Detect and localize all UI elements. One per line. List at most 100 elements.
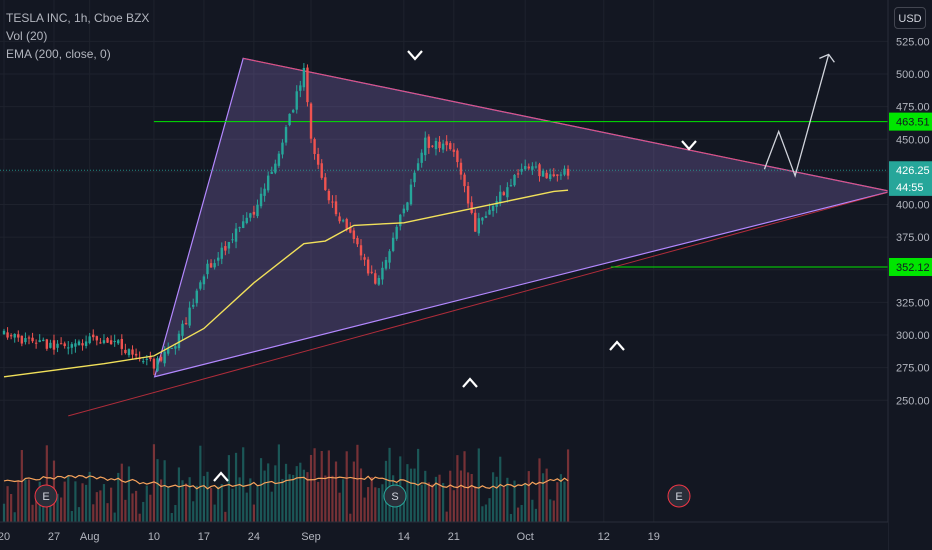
volume-bar	[302, 469, 305, 522]
ema-200-line	[3, 189, 569, 378]
volume-bar	[138, 513, 141, 522]
volume-bar	[270, 491, 273, 522]
volume-bar	[509, 513, 513, 522]
volume-bar	[263, 470, 266, 522]
volume-bar	[267, 463, 270, 522]
candle-body	[52, 340, 56, 350]
volume-bar	[24, 479, 27, 522]
volume-bar	[2, 503, 6, 522]
candle-body	[466, 186, 470, 204]
volume-bar	[35, 495, 38, 522]
currency-button[interactable]: USD	[894, 7, 926, 29]
event-marker-label: S	[391, 491, 398, 503]
candle-body	[427, 136, 431, 148]
volume-bar	[131, 493, 134, 522]
candle-body	[324, 177, 327, 190]
volume-bar	[242, 447, 245, 522]
volume-bar	[288, 474, 291, 522]
candle-body	[95, 336, 99, 341]
volume-bar	[427, 482, 430, 522]
swing-low-marker	[609, 340, 625, 351]
candle-body	[541, 170, 545, 177]
ema-indicator-label[interactable]: EMA (200, close, 0)	[6, 47, 111, 61]
volume-bar	[445, 511, 448, 522]
volume-bar	[452, 490, 455, 522]
candle-body	[438, 141, 441, 149]
candle-body	[9, 335, 13, 337]
price-tick-label: 300.00	[896, 330, 930, 342]
candle-body	[299, 85, 302, 91]
volume-bar	[113, 512, 116, 522]
candle-body	[195, 290, 198, 304]
volume-bar	[470, 473, 473, 522]
volume-bar	[345, 451, 348, 522]
candle-body	[156, 358, 159, 371]
symbol-title[interactable]: TESLA INC, 1h, Cboe BZX	[6, 11, 150, 25]
volume-bar	[456, 455, 459, 522]
candle-body	[291, 110, 295, 113]
volume-bar	[309, 454, 313, 522]
volume-bar	[42, 493, 45, 522]
candle-body	[20, 335, 24, 344]
candle-body	[167, 348, 170, 354]
volume-bar	[381, 484, 384, 522]
candle-body	[177, 333, 181, 349]
candle-body	[277, 153, 281, 166]
volume-bar	[349, 513, 352, 522]
price-tick-label: 400.00	[896, 200, 930, 212]
price-tick-label: 325.00	[896, 297, 930, 309]
candle-body	[163, 351, 166, 364]
price-label-box	[889, 161, 932, 180]
candle-body	[131, 349, 134, 355]
volume-bar	[388, 447, 391, 522]
volume-bar	[127, 466, 131, 522]
volume-bar	[106, 503, 109, 522]
candle-body	[470, 202, 473, 213]
time-tick-label: 20	[0, 531, 10, 543]
candle-body	[338, 216, 341, 222]
candle-body	[445, 141, 448, 146]
candle-body	[295, 91, 298, 110]
candle-body	[302, 67, 306, 88]
candle-body	[84, 341, 88, 346]
volume-bar	[124, 499, 127, 522]
volume-bar	[449, 470, 452, 522]
candle-body	[2, 330, 6, 335]
volume-bar	[120, 463, 123, 522]
candle-body	[449, 143, 452, 150]
candle-body	[259, 193, 263, 207]
volume-bar	[259, 458, 263, 522]
volume-bar	[95, 492, 98, 522]
candlesticks	[2, 63, 570, 376]
candle-body	[391, 237, 395, 251]
volume-bar	[252, 504, 255, 522]
candle-body	[366, 259, 370, 274]
event-marker-label: E	[675, 491, 682, 503]
candle-body	[538, 164, 541, 177]
candle-body	[484, 215, 488, 218]
volume-bar	[274, 465, 277, 522]
candle-body	[24, 338, 27, 343]
candle-body	[384, 260, 388, 269]
volume-bar	[434, 476, 438, 522]
event-marker	[34, 484, 58, 508]
volume-indicator-label[interactable]: Vol (20)	[6, 29, 48, 43]
volume-bar	[60, 497, 63, 522]
candle-body	[31, 337, 34, 342]
time-tick-label: 21	[448, 531, 460, 543]
volume-bar	[256, 486, 259, 522]
candle-body	[370, 271, 373, 273]
candle-body	[120, 338, 124, 349]
candle-body	[192, 304, 195, 307]
candle-body	[102, 340, 106, 344]
volume-bar	[406, 464, 409, 522]
candle-body	[270, 171, 273, 174]
volume-bar	[110, 487, 113, 522]
volume-bar	[559, 474, 563, 522]
time-tick-label: Sep	[301, 531, 321, 543]
candle-body	[209, 263, 213, 268]
volume-bar	[206, 471, 209, 522]
volume-bar	[363, 497, 366, 522]
volume-bar	[541, 473, 545, 522]
